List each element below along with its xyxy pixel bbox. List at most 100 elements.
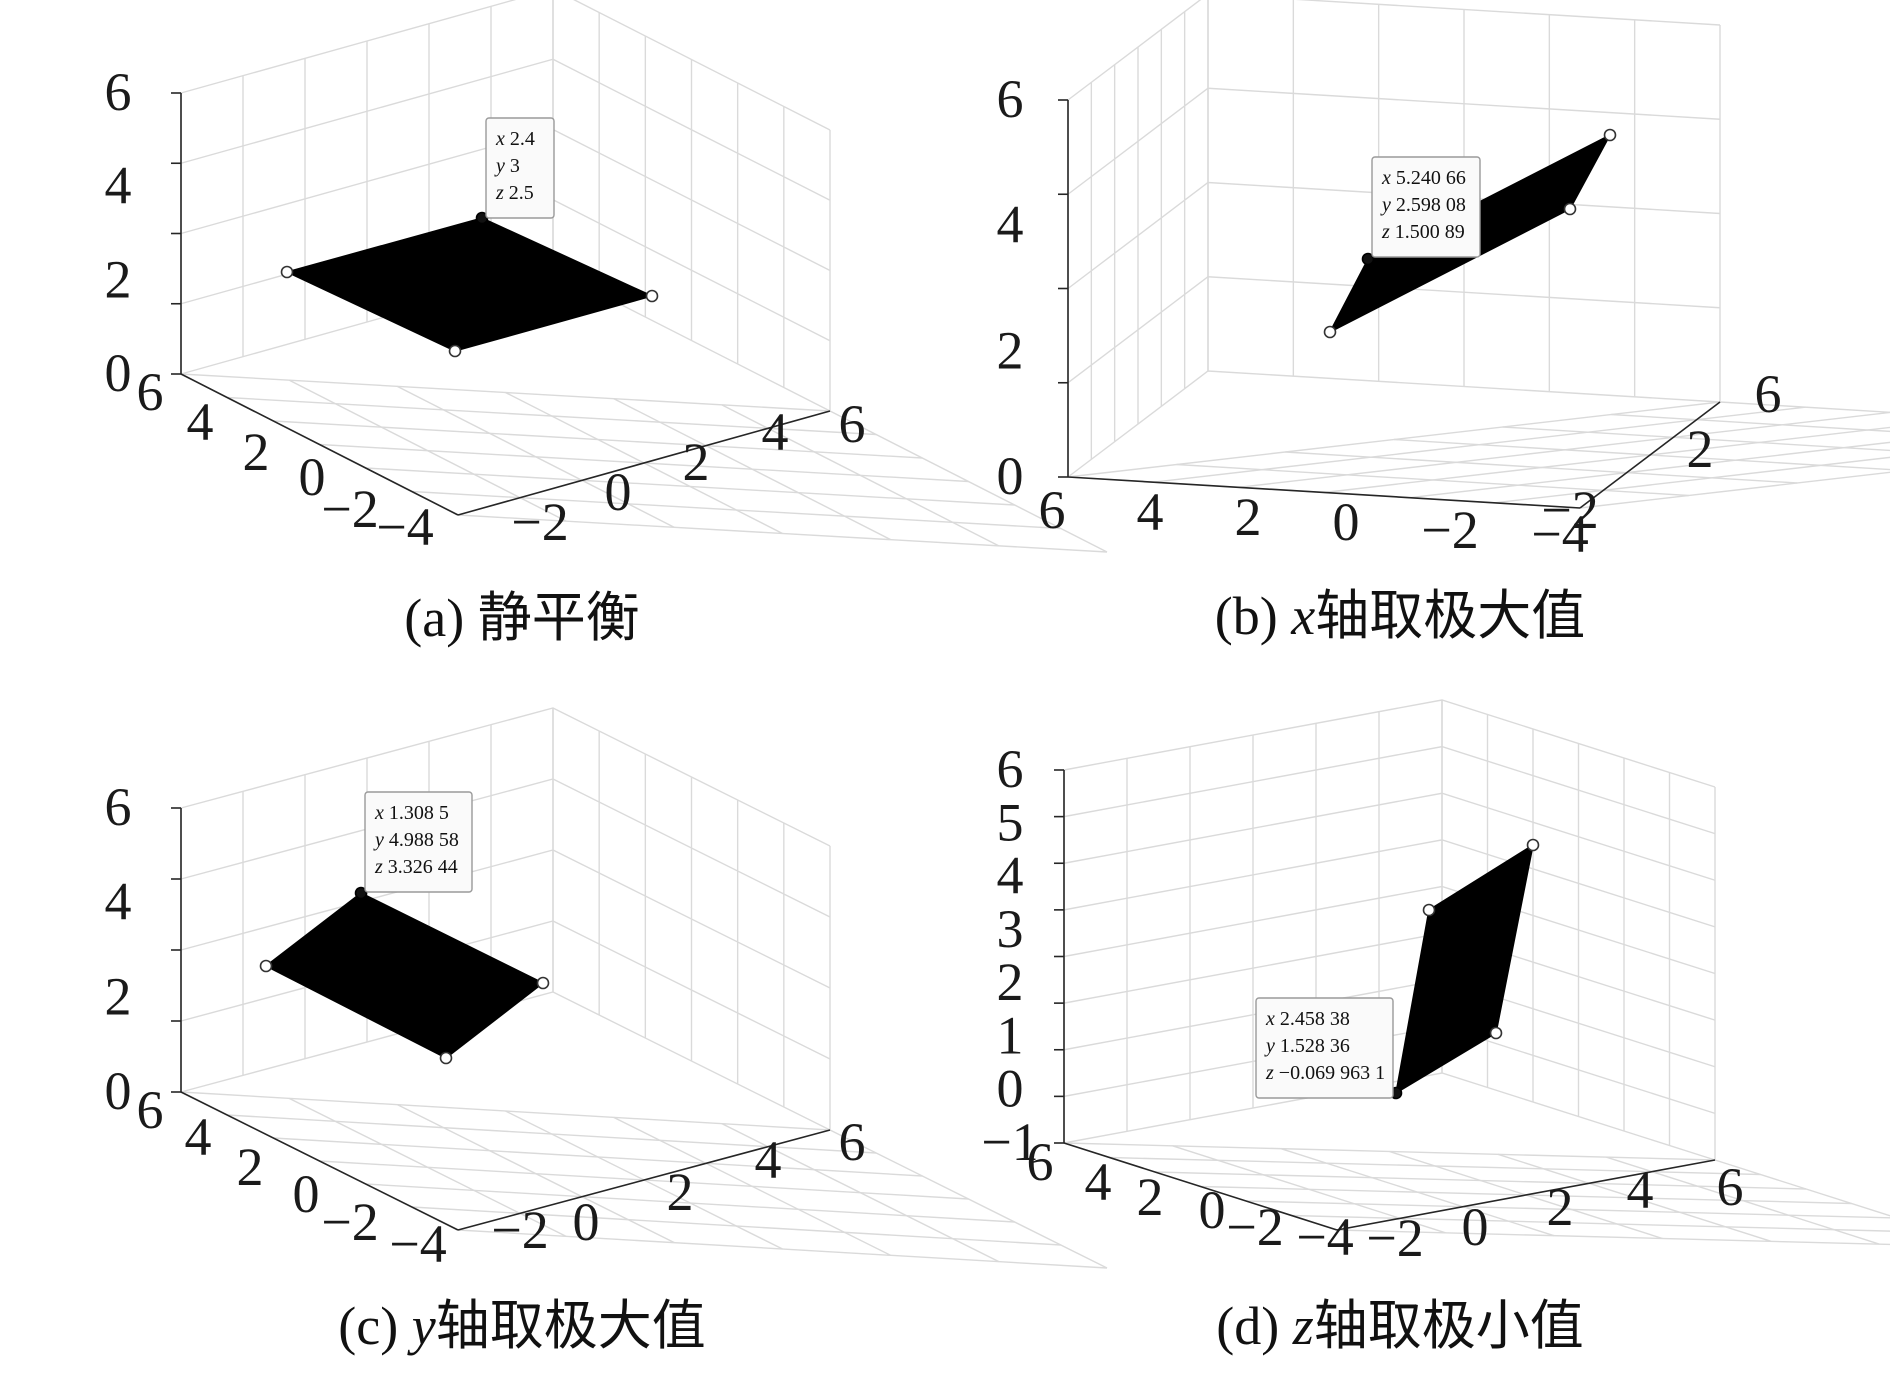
left-axis-tick-label: 2 bbox=[237, 1137, 264, 1197]
left-axis-tick-label: 6 bbox=[137, 362, 164, 422]
z-tick-label: 6 bbox=[997, 69, 1024, 129]
left-axis bbox=[180, 373, 459, 516]
vertex-marker bbox=[1422, 903, 1436, 917]
gridline bbox=[1502, 426, 1890, 452]
gridline bbox=[1714, 1159, 1890, 1217]
gridline bbox=[411, 490, 1061, 530]
right-axis-tick-label: 4 bbox=[762, 402, 789, 462]
z-tick-label: 6 bbox=[105, 62, 132, 122]
datatip-value: 3 bbox=[510, 155, 520, 177]
datatip-line: y 3 bbox=[494, 155, 520, 177]
caption-variable: y bbox=[407, 1296, 436, 1356]
datatip-key: y bbox=[1380, 194, 1391, 216]
datatip-value: 1.500 89 bbox=[1395, 221, 1465, 243]
right-axis-tick-label: −2 bbox=[511, 492, 568, 552]
vertex-marker bbox=[259, 959, 273, 973]
gridline bbox=[1067, 0, 1721, 101]
plate-surface bbox=[264, 892, 545, 1059]
right-axis-tick-label: 2 bbox=[1687, 419, 1714, 479]
caption-variable: z bbox=[1292, 1296, 1314, 1356]
z-tick-label: 4 bbox=[105, 872, 132, 932]
gridline bbox=[457, 1229, 1108, 1269]
datatip-value: 5.240 66 bbox=[1396, 167, 1466, 189]
datatip-value: 3.326 44 bbox=[388, 856, 458, 878]
gridline bbox=[180, 778, 831, 918]
vertex-marker bbox=[1603, 128, 1617, 142]
datatip-line: x 1.308 5 bbox=[374, 802, 449, 824]
datatip-line: z 1.500 89 bbox=[1381, 221, 1465, 243]
gridline bbox=[180, 849, 831, 989]
left-axis bbox=[1067, 476, 1581, 509]
left-axis-tick-label: 2 bbox=[243, 422, 270, 482]
right-axis bbox=[457, 1129, 831, 1231]
datatip-key: y bbox=[373, 829, 384, 851]
datatip-value: 2.458 38 bbox=[1280, 1008, 1350, 1030]
datatip-key: x bbox=[495, 128, 505, 150]
datatip: x 2.458 38 y 1.528 36 z −0.069 963 1 bbox=[1255, 997, 1394, 1099]
right-axis-tick-label: −2 bbox=[1366, 1208, 1423, 1268]
datatip-line: x 2.458 38 bbox=[1265, 1008, 1350, 1030]
right-axis bbox=[1336, 1159, 1716, 1231]
datatip-value: −0.069 963 1 bbox=[1279, 1062, 1385, 1084]
gridline bbox=[1063, 839, 1716, 928]
selected-vertex-marker bbox=[1361, 252, 1375, 266]
caption-variable: x bbox=[1290, 586, 1315, 646]
z-tick-label: 3 bbox=[997, 899, 1024, 959]
left-axis-tick-label: 2 bbox=[1137, 1167, 1164, 1227]
gridline bbox=[829, 1129, 1108, 1269]
gridline bbox=[180, 58, 831, 201]
gridline bbox=[1067, 276, 1721, 384]
datatip-box bbox=[1371, 156, 1481, 258]
caption-prefix: (c) bbox=[338, 1296, 411, 1356]
plate-surface bbox=[284, 217, 655, 352]
gridline bbox=[1063, 792, 1716, 881]
datatip-key: x bbox=[374, 802, 384, 824]
left-axis-tick-label: 4 bbox=[1085, 1152, 1112, 1212]
datatip-key: z bbox=[495, 182, 504, 204]
left-axis-tick-label: −2 bbox=[321, 1192, 378, 1252]
right-axis-tick-label: 6 bbox=[1717, 1157, 1744, 1217]
gridline bbox=[1063, 1072, 1716, 1161]
left-axis-tick-label: −4 bbox=[389, 1214, 446, 1274]
left-axis-tick-label: −2 bbox=[321, 479, 378, 539]
datatip-value: 1.528 36 bbox=[1280, 1035, 1350, 1057]
datatip-key: y bbox=[1264, 1035, 1275, 1057]
left-axis-tick-label: −4 bbox=[1296, 1207, 1353, 1267]
left-axis-tick-label: 6 bbox=[137, 1080, 164, 1140]
left-axis-tick-label: 6 bbox=[1027, 1132, 1054, 1192]
right-axis-tick-label: 4 bbox=[755, 1130, 782, 1190]
z-tick-label: 0 bbox=[105, 343, 132, 403]
z-tick-label: 6 bbox=[105, 777, 132, 837]
z-tick-label: 0 bbox=[105, 1061, 132, 1121]
right-axis-tick-label: 0 bbox=[1462, 1197, 1489, 1257]
datatip-line: z 2.5 bbox=[495, 182, 534, 204]
datatip-key: z bbox=[1265, 1062, 1274, 1084]
left-axis-tick-label: −2 bbox=[1226, 1197, 1283, 1257]
left-axis bbox=[180, 1091, 459, 1231]
z-tick-label: −1 bbox=[981, 1112, 1038, 1172]
panel-caption: (d) z轴取极小值 bbox=[1216, 1296, 1583, 1356]
vertex-marker bbox=[1526, 838, 1540, 852]
left-axis-tick-label: 6 bbox=[1039, 480, 1066, 540]
z-tick-label: 0 bbox=[997, 1059, 1024, 1119]
panel-caption: (c) y轴取极大值 bbox=[338, 1296, 705, 1356]
panel-caption: (a) 静平衡 bbox=[404, 588, 639, 648]
vertex-marker bbox=[536, 976, 550, 990]
right-axis-tick-label: 4 bbox=[1627, 1160, 1654, 1220]
vertex-marker bbox=[1489, 1026, 1503, 1040]
z-tick-label: 2 bbox=[997, 952, 1024, 1012]
datatip-value: 2.5 bbox=[509, 182, 534, 204]
caption-text: 静平衡 bbox=[478, 588, 640, 648]
left-axis-tick-label: 4 bbox=[185, 1107, 212, 1167]
left-axis-tick-label: 4 bbox=[187, 392, 214, 452]
vertex-marker bbox=[439, 1051, 453, 1065]
gridline bbox=[1409, 441, 1890, 499]
left-axis-tick-label: 0 bbox=[1199, 1180, 1226, 1240]
gridline bbox=[829, 410, 1108, 553]
gridline bbox=[457, 514, 1108, 553]
